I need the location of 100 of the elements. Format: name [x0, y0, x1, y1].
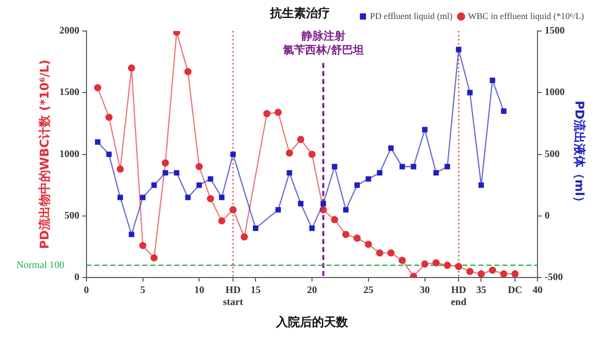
- y2-tick-label: 0: [544, 210, 550, 222]
- point: [466, 268, 474, 276]
- point: [229, 206, 237, 214]
- ref-line-label: Normal 100: [16, 260, 64, 271]
- legend-label: PD effluent liquid (ml): [370, 10, 453, 21]
- point: [432, 259, 440, 266]
- point: [309, 226, 315, 231]
- point: [467, 90, 473, 96]
- legend-label: WBC in effluent liquid (*10⁶/L): [468, 10, 584, 21]
- x-tick-label: HD start: [223, 285, 244, 308]
- point: [444, 164, 450, 170]
- point: [500, 270, 508, 278]
- point: [410, 164, 416, 170]
- point: [184, 68, 192, 76]
- point: [354, 234, 361, 242]
- point: [286, 149, 294, 157]
- point: [174, 170, 180, 176]
- point: [151, 182, 157, 188]
- x-tick-label: DC: [508, 285, 522, 296]
- point: [388, 145, 394, 151]
- point: [488, 266, 496, 274]
- point: [230, 152, 236, 158]
- point: [298, 200, 304, 206]
- point: [128, 64, 136, 72]
- point: [185, 194, 191, 200]
- y-tick-label: 1500: [59, 87, 80, 98]
- x-axis-title: 入院后的天数: [275, 314, 349, 329]
- point: [456, 46, 462, 52]
- point: [118, 194, 123, 200]
- point: [387, 249, 395, 257]
- point: [422, 126, 428, 132]
- chart-title: 抗生素治疗: [269, 6, 330, 20]
- point: [275, 207, 281, 213]
- point: [274, 108, 282, 116]
- x-tick-label: 0: [84, 285, 89, 296]
- point: [219, 194, 224, 200]
- point: [478, 270, 485, 278]
- point: [398, 256, 406, 264]
- point: [94, 84, 102, 92]
- y2-axis-title: PD流出液体（ml）: [572, 100, 587, 208]
- point: [116, 165, 124, 173]
- point: [196, 182, 202, 188]
- y-axis-title: PD流出物中的WBC计数 (*10⁶/L): [37, 60, 52, 249]
- point: [286, 170, 292, 176]
- point: [105, 114, 113, 121]
- y2-tick-label: 1500: [544, 26, 565, 37]
- point: [455, 262, 462, 270]
- point: [140, 194, 146, 200]
- point: [490, 78, 496, 84]
- x-tick-label: 20: [307, 285, 317, 296]
- point: [297, 136, 304, 144]
- x-tick-label: 30: [420, 285, 430, 296]
- point: [240, 233, 248, 241]
- y-tick-label: 0: [74, 272, 80, 284]
- point: [162, 170, 168, 176]
- point: [342, 230, 350, 238]
- point: [252, 226, 258, 231]
- x-tick-label: 25: [363, 285, 374, 296]
- point: [320, 206, 327, 214]
- point: [106, 152, 112, 158]
- point: [511, 270, 519, 278]
- point: [162, 159, 169, 167]
- x-tick-label: HD end: [450, 285, 467, 308]
- point: [376, 170, 382, 176]
- point: [501, 108, 506, 114]
- point: [421, 260, 428, 268]
- x-tick-label: 5: [140, 285, 146, 296]
- point: [94, 139, 100, 145]
- y2-tick-label: 500: [544, 148, 560, 160]
- point: [366, 176, 372, 182]
- y2-tick-label: -500: [544, 272, 563, 284]
- x-tick-label: 40: [532, 285, 543, 296]
- point: [364, 240, 372, 248]
- point: [208, 176, 214, 182]
- point: [376, 249, 384, 257]
- point: [343, 207, 349, 213]
- point: [308, 150, 316, 158]
- y-tick-label: 1000: [59, 148, 80, 160]
- point: [128, 232, 134, 238]
- point: [444, 262, 451, 269]
- ref-line-label: 静脉注射氯苄西林/舒巴坦: [282, 29, 364, 56]
- y-tick-label: 2000: [59, 26, 80, 37]
- x-tick-label: 35: [476, 285, 486, 296]
- point: [320, 200, 326, 206]
- point: [433, 170, 439, 176]
- point: [218, 217, 226, 224]
- x-tick-label: 10: [194, 285, 204, 296]
- point: [263, 110, 270, 118]
- point: [330, 216, 338, 224]
- x-tick-label: 15: [250, 285, 261, 296]
- point: [478, 182, 484, 188]
- point: [206, 195, 214, 202]
- point: [400, 164, 405, 170]
- point: [196, 163, 203, 170]
- y-tick-label: 500: [64, 210, 80, 222]
- point: [150, 254, 158, 262]
- point: [332, 164, 338, 170]
- y2-tick-label: 1000: [544, 87, 565, 98]
- point: [139, 242, 146, 250]
- point: [354, 182, 360, 188]
